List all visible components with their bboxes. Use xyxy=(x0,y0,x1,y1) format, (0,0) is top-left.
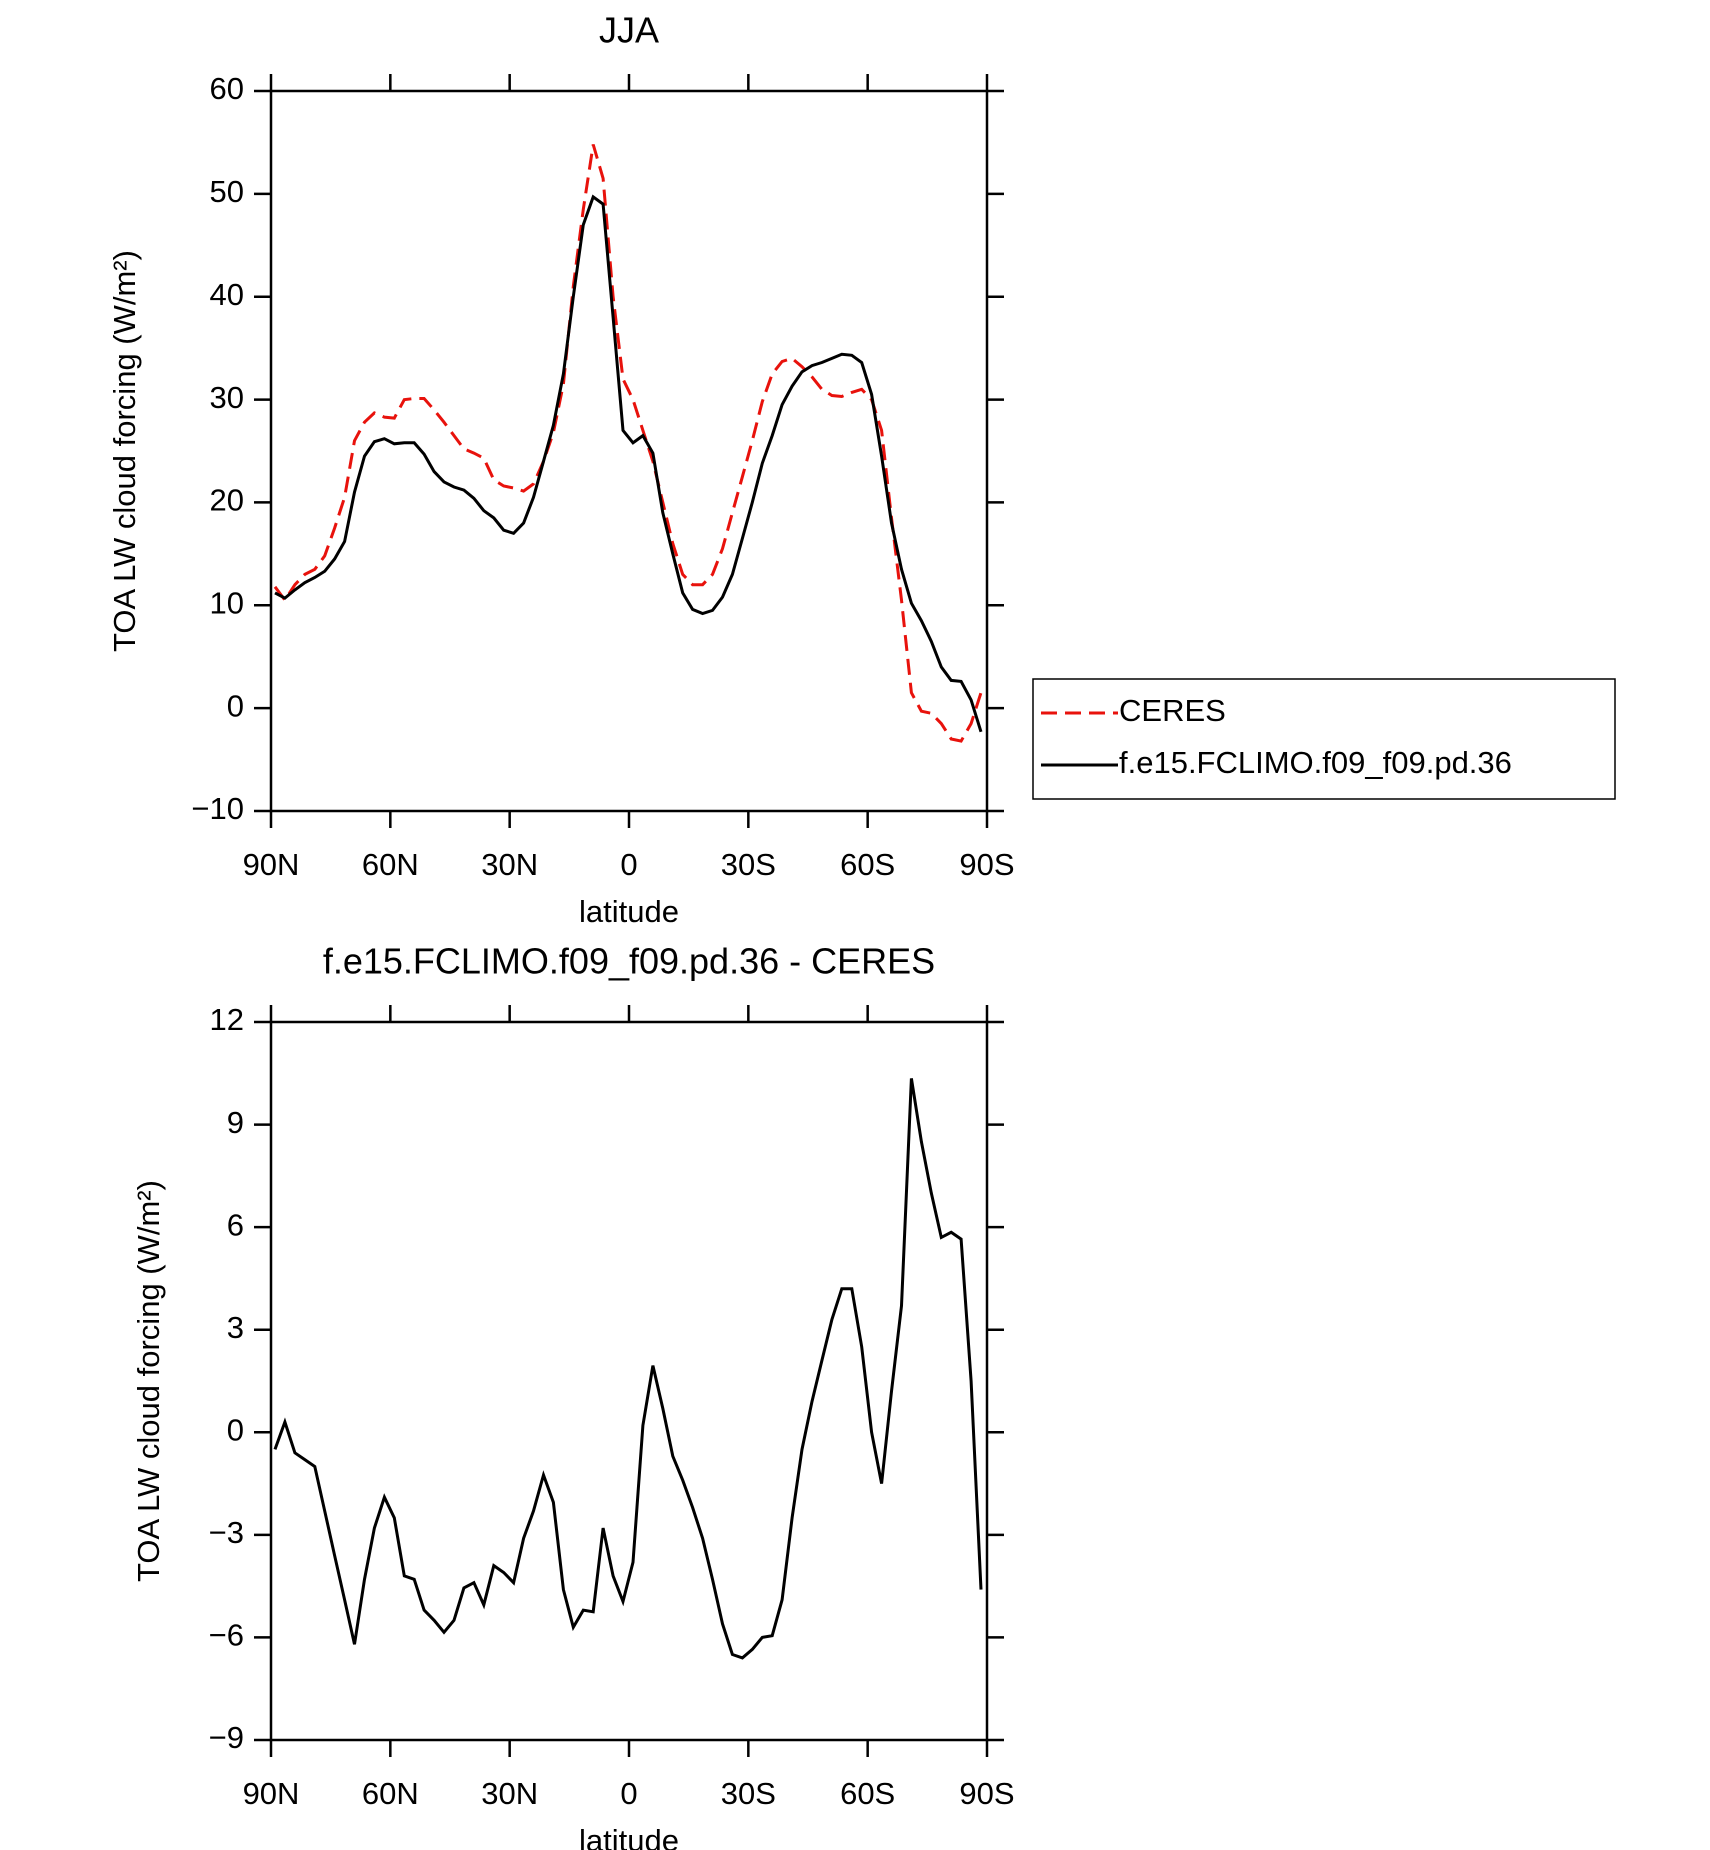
chart-title: JJA xyxy=(599,10,659,51)
chart-title: f.e15.FCLIMO.f09_f09.pd.36 - CERES xyxy=(323,941,935,982)
y-tick-label: 0 xyxy=(227,1412,244,1447)
x-tick-label: 0 xyxy=(620,847,637,882)
x-tick-label: 90S xyxy=(959,1776,1014,1811)
x-axis-label: latitude xyxy=(579,1823,679,1850)
x-tick-label: 90N xyxy=(243,1776,300,1811)
y-tick-label: 12 xyxy=(210,1002,244,1037)
legend-label: f.e15.FCLIMO.f09_f09.pd.36 xyxy=(1119,745,1512,780)
y-tick-label: 6 xyxy=(227,1207,244,1242)
legend-label: CERES xyxy=(1119,693,1226,728)
y-tick-label: 20 xyxy=(210,483,244,518)
x-tick-label: 90N xyxy=(243,847,300,882)
x-tick-label: 30S xyxy=(721,1776,776,1811)
data-line xyxy=(273,1078,983,1660)
legend-box xyxy=(1032,678,1616,800)
y-tick-label: 40 xyxy=(210,277,244,312)
x-tick-label: 60N xyxy=(362,1776,419,1811)
x-tick-label: 0 xyxy=(620,1776,637,1811)
y-tick-label: 9 xyxy=(227,1105,244,1140)
y-tick-label: 3 xyxy=(227,1310,244,1345)
x-tick-label: 30N xyxy=(481,847,538,882)
plot-frame xyxy=(269,1020,989,1742)
x-tick-label: 30S xyxy=(721,847,776,882)
y-axis-label: TOA LW cloud forcing (W/m²) xyxy=(131,1180,166,1582)
x-tick-label: 60S xyxy=(840,847,895,882)
data-line xyxy=(274,194,983,733)
y-tick-label: −9 xyxy=(209,1720,244,1755)
x-tick-label: 60N xyxy=(362,847,419,882)
y-axis-label: TOA LW cloud forcing (W/m²) xyxy=(107,250,142,652)
legend: CERES f.e15.FCLIMO.f09_f09.pd.36 xyxy=(1032,678,1616,800)
y-tick-label: 60 xyxy=(210,71,244,106)
y-tick-label: −6 xyxy=(209,1618,244,1653)
y-tick-label: 0 xyxy=(227,688,244,723)
data-line xyxy=(273,144,983,743)
x-tick-label: 90S xyxy=(959,847,1014,882)
y-tick-label: 30 xyxy=(210,380,244,415)
x-axis-label: latitude xyxy=(579,894,679,929)
y-tick-label: −10 xyxy=(191,791,244,826)
y-tick-label: −3 xyxy=(209,1515,244,1550)
x-tick-label: 30N xyxy=(481,1776,538,1811)
x-tick-label: 60S xyxy=(840,1776,895,1811)
y-tick-label: 10 xyxy=(210,585,244,620)
y-tick-label: 50 xyxy=(210,174,244,209)
